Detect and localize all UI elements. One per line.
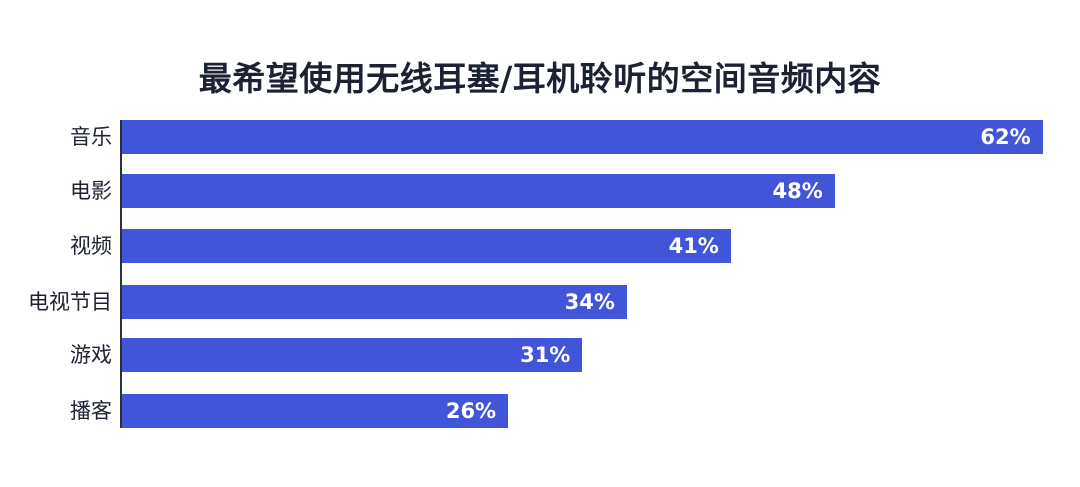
bar-row: 电视节目 34% <box>0 285 1080 319</box>
bar: 62% <box>122 120 1043 154</box>
y-axis-line <box>120 120 122 428</box>
value-label: 26% <box>445 399 497 423</box>
bar: 26% <box>122 394 509 428</box>
bar-row: 电影 48% <box>0 174 1080 208</box>
value-label: 31% <box>520 343 571 367</box>
value-label: 41% <box>668 234 719 258</box>
bar: 48% <box>122 174 835 208</box>
bar-row: 视频 41% <box>0 229 1080 263</box>
category-label: 电视节目 <box>28 290 112 314</box>
bar: 31% <box>122 338 583 372</box>
bar: 41% <box>122 229 731 263</box>
category-label: 电影 <box>70 179 112 203</box>
value-label: 34% <box>564 290 615 314</box>
bar-row: 游戏 31% <box>0 338 1080 372</box>
chart-title: 最希望使用无线耳塞/耳机聆听的空间音频内容 <box>198 59 882 98</box>
category-label: 播客 <box>70 399 112 423</box>
value-label: 48% <box>772 179 823 203</box>
bar-row: 播客 26% <box>0 394 1080 428</box>
category-label: 音乐 <box>70 125 112 149</box>
category-label: 视频 <box>70 234 112 258</box>
value-label: 62% <box>980 125 1031 149</box>
category-label: 游戏 <box>70 343 112 367</box>
bar: 34% <box>122 285 627 319</box>
bar-row: 音乐 62% <box>0 120 1080 154</box>
